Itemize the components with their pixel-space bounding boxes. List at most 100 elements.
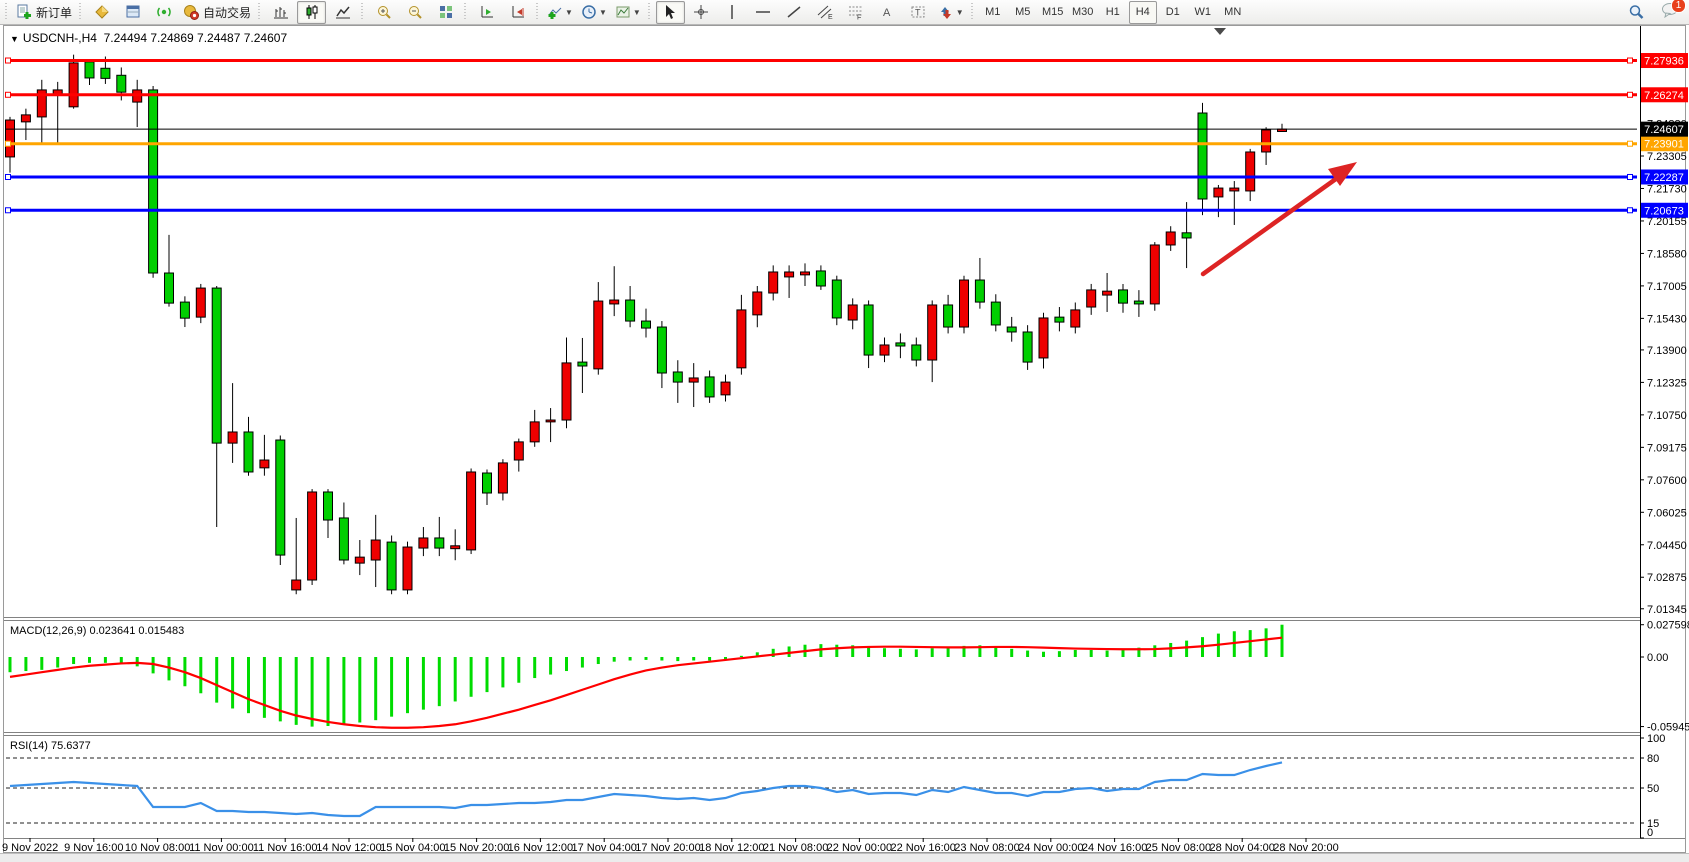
time-axis-label: 24 Nov 00:00 bbox=[1018, 842, 1083, 854]
price-axis-label: 7.21730 bbox=[1647, 183, 1687, 195]
time-axis-label: 9 Nov 2022 bbox=[2, 842, 58, 854]
add-indicator-button[interactable]: ▼ bbox=[544, 1, 576, 24]
chart-shift-marker bbox=[1214, 28, 1226, 35]
tab-timeframe-h1[interactable]: H1 bbox=[1105, 6, 1120, 18]
time-axis-label: 24 Nov 16:00 bbox=[1082, 842, 1147, 854]
bar-chart-mode-button[interactable] bbox=[266, 1, 295, 24]
chevron-down-icon: ▼ bbox=[955, 7, 964, 17]
price-axis-label: 7.13900 bbox=[1647, 345, 1687, 357]
time-axis-label: 15 Nov 20:00 bbox=[444, 842, 509, 854]
tab-timeframe-m15[interactable]: M15 bbox=[1042, 6, 1064, 18]
zoom-in-button[interactable] bbox=[369, 1, 398, 24]
auto-scroll-button[interactable] bbox=[472, 1, 501, 24]
zoom-out-icon bbox=[407, 4, 423, 20]
candlestick-mode-button[interactable] bbox=[297, 0, 327, 24]
price-axis-label: 7.09175 bbox=[1647, 442, 1687, 454]
time-axis-label: 15 Nov 04:00 bbox=[380, 842, 445, 854]
trendline-icon bbox=[786, 4, 802, 20]
price-axis-label: 7.02875 bbox=[1647, 572, 1687, 584]
tab-timeframe-w1[interactable]: W1 bbox=[1194, 6, 1211, 18]
collapse-chart-icon[interactable]: ▼ bbox=[10, 34, 19, 44]
svg-text:A: A bbox=[883, 7, 891, 19]
vertical-line-tool-button[interactable] bbox=[718, 1, 747, 24]
time-axis-label: 14 Nov 12:00 bbox=[316, 842, 381, 854]
price-axis-label: 7.10750 bbox=[1647, 410, 1687, 422]
new-order-button[interactable]: 新订单 bbox=[13, 1, 75, 24]
templates-button[interactable]: ▼ bbox=[612, 1, 644, 24]
auto-trading-icon bbox=[183, 4, 200, 20]
crosshair-tool-button[interactable] bbox=[687, 1, 716, 24]
text-label-icon: T bbox=[910, 4, 926, 20]
shapes-arrows-icon bbox=[938, 4, 954, 20]
trendline-tool-button[interactable] bbox=[780, 1, 809, 24]
chart-ohlc-values: 7.24494 7.24869 7.24487 7.24607 bbox=[103, 31, 288, 45]
auto-trading-button[interactable]: 自动交易 bbox=[180, 1, 254, 24]
channel-tool-button[interactable]: E bbox=[811, 1, 840, 24]
tab-timeframe-mn[interactable]: MN bbox=[1224, 6, 1242, 18]
chart-symbol-period: USDCNH-,H4 bbox=[22, 31, 97, 45]
tile-windows-button[interactable] bbox=[431, 1, 460, 24]
line-chart-mode-button[interactable] bbox=[328, 1, 357, 24]
text-tool-button[interactable]: A bbox=[873, 1, 902, 24]
bar-chart-icon bbox=[273, 4, 289, 20]
time-axis-label: 28 Nov 20:00 bbox=[1273, 842, 1338, 854]
price-axis-label: 7.18580 bbox=[1647, 248, 1687, 260]
tab-timeframe-m1[interactable]: M1 bbox=[985, 6, 1001, 18]
macd-signal-line bbox=[9, 636, 1283, 729]
main-toolbar: 新订单 自动交易 ▼ ▼ ▼ E F A T ▼ M1 M5 M15 M30 H1 H4 D… bbox=[0, 0, 1689, 25]
level-price-badge: 7.26274 bbox=[1644, 90, 1684, 102]
price-axis-label: 7.07600 bbox=[1647, 475, 1687, 487]
level-price-badge: 7.23901 bbox=[1644, 139, 1684, 151]
notification-count-badge: 1 bbox=[1671, 0, 1686, 13]
periods-button[interactable]: ▼ bbox=[578, 1, 610, 24]
price-axis-label: 7.17005 bbox=[1647, 281, 1687, 293]
price-axis-label: 7.01345 bbox=[1647, 604, 1687, 616]
price-axis-label: 7.04450 bbox=[1647, 540, 1687, 552]
trend-arrow-head bbox=[1328, 162, 1357, 186]
toolbar-grip bbox=[4, 3, 9, 21]
price-axis-label: 7.12325 bbox=[1647, 377, 1687, 389]
data-window-button[interactable] bbox=[118, 1, 147, 24]
cursor-icon bbox=[662, 4, 678, 20]
new-order-label: 新订单 bbox=[36, 5, 73, 20]
text-label-tool-button[interactable]: T bbox=[904, 1, 933, 24]
equidistant-channel-icon: E bbox=[817, 4, 833, 20]
toolbar-grip bbox=[360, 3, 366, 21]
tab-timeframe-h4[interactable]: H4 bbox=[1128, 0, 1157, 24]
fibonacci-icon: F bbox=[848, 4, 864, 20]
macd-axis-label: 0.027598 bbox=[1647, 620, 1689, 632]
chart-title-bar: ▼ USDCNH-,H4 7.24494 7.24869 7.24487 7.24… bbox=[10, 31, 287, 45]
tab-timeframe-m30[interactable]: M30 bbox=[1072, 6, 1094, 18]
chart-shift-button[interactable] bbox=[503, 1, 532, 24]
horizontal-line-tool-button[interactable] bbox=[749, 1, 778, 24]
template-icon bbox=[615, 4, 631, 20]
chevron-down-icon: ▼ bbox=[565, 7, 573, 17]
tab-timeframe-d1[interactable]: D1 bbox=[1165, 6, 1180, 18]
tile-windows-icon bbox=[438, 4, 454, 20]
rsi-line bbox=[9, 761, 1283, 818]
svg-text:F: F bbox=[857, 15, 861, 21]
tab-timeframe-m5[interactable]: M5 bbox=[1015, 6, 1031, 18]
zoom-out-button[interactable] bbox=[400, 1, 429, 24]
fibonacci-tool-button[interactable]: F bbox=[842, 1, 871, 24]
auto-scroll-icon bbox=[479, 4, 495, 20]
price-axis-label: 7.15430 bbox=[1647, 313, 1687, 325]
notifications-button[interactable]: 1 bbox=[1661, 0, 1686, 23]
price-axis-label: 7.06025 bbox=[1647, 507, 1687, 519]
rsi-axis-label: 50 bbox=[1647, 783, 1659, 795]
toolbar-grip bbox=[969, 3, 975, 21]
market-watch-button[interactable] bbox=[87, 1, 116, 24]
rsi-axis-label: 15 bbox=[1647, 818, 1659, 830]
crosshair-icon bbox=[693, 4, 709, 20]
rsi-axis-label: 0 bbox=[1647, 827, 1653, 839]
cursor-tool-button[interactable] bbox=[655, 0, 685, 24]
toolbar-grip bbox=[257, 3, 263, 21]
line-chart-icon bbox=[335, 4, 351, 20]
data-window-icon bbox=[125, 4, 141, 20]
clock-icon bbox=[581, 4, 597, 20]
arrows-tool-button[interactable]: ▼ bbox=[935, 1, 967, 24]
time-axis-label: 17 Nov 04:00 bbox=[571, 842, 636, 854]
signals-button[interactable] bbox=[149, 1, 178, 24]
search-button[interactable] bbox=[1621, 1, 1650, 24]
